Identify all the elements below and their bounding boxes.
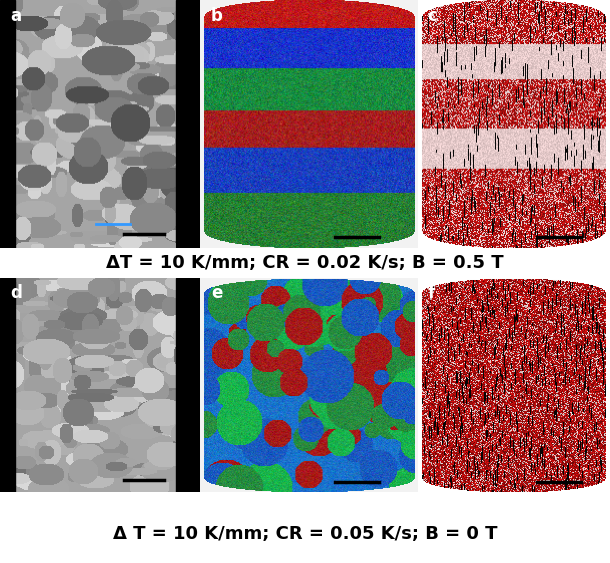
Text: f: f [428,284,435,302]
Bar [176,278,200,492]
Text: c: c [428,7,437,25]
Bar [0,278,15,492]
Text: Δ T = 10 K/mm; CR = 0.05 K/s; B = 0 T: Δ T = 10 K/mm; CR = 0.05 K/s; B = 0 T [113,525,497,543]
Text: b: b [211,7,223,25]
Text: d: d [10,284,22,302]
Bar [0,0,15,248]
Bar [176,0,200,248]
Text: ΔT = 10 K/mm; CR = 0.02 K/s; B = 0.5 T: ΔT = 10 K/mm; CR = 0.02 K/s; B = 0.5 T [106,254,504,272]
Text: a: a [10,7,21,25]
Text: e: e [211,284,222,302]
